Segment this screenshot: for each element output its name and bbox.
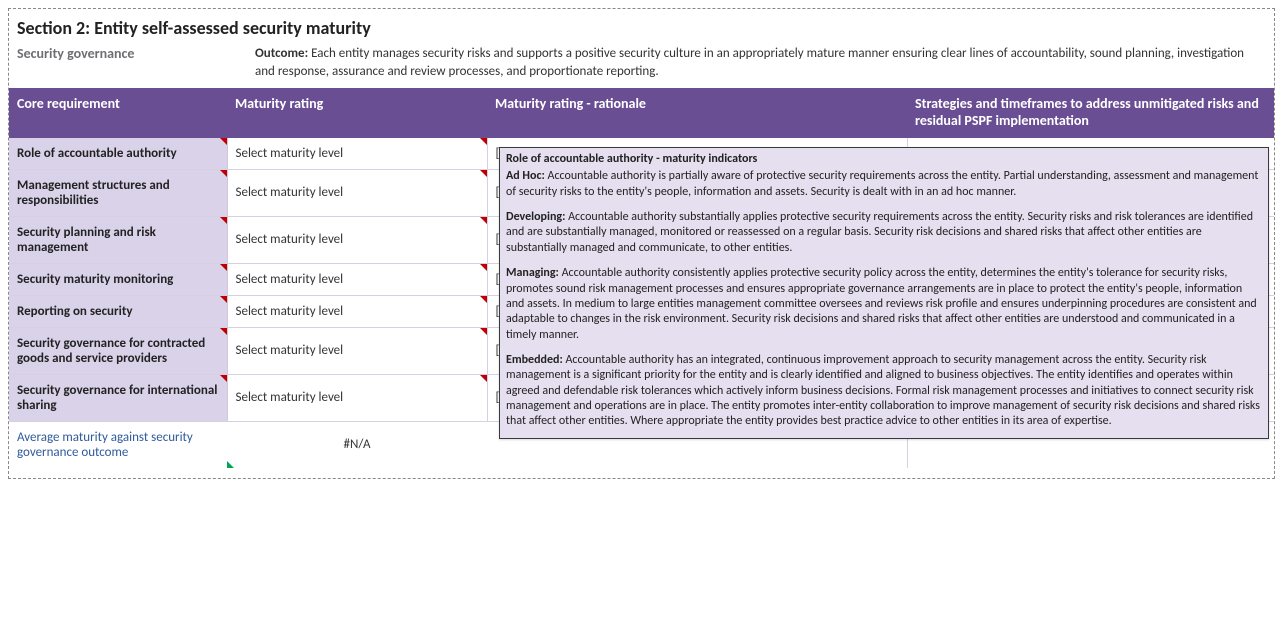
cell-note-indicator-icon[interactable] [480,170,487,177]
cell-note-indicator-icon[interactable] [480,328,487,335]
tooltip-developing: Developing: Accountable authority substa… [506,210,1262,256]
outcome-body: Each entity manages security risks and s… [255,46,1244,79]
cell-note-indicator-icon[interactable] [220,138,227,145]
cell-note-indicator-icon[interactable] [480,217,487,224]
header-rationale: Maturity rating - rationale [487,88,907,138]
outcome-lead: Outcome: [255,46,308,61]
header-strategies: Strategies and timeframes to address unm… [907,88,1274,138]
core-requirement-cell[interactable]: Security maturity monitoring [9,263,227,295]
tooltip-managing: Managing: Accountable authority consiste… [506,266,1262,343]
average-label-cell[interactable]: Average maturity against security govern… [9,421,227,468]
cell-note-indicator-icon[interactable] [220,264,227,271]
maturity-rating-cell[interactable]: Select maturity level [227,138,487,170]
maturity-rating-cell[interactable]: Select maturity level [227,374,487,421]
cell-note-indicator-icon[interactable] [220,296,227,303]
cell-note-indicator-icon[interactable] [220,328,227,335]
header-maturity-rating: Maturity rating [227,88,487,138]
cell-note-indicator-icon[interactable] [480,138,487,145]
maturity-rating-cell[interactable]: Select maturity level [227,327,487,374]
cell-note-popup: Role of accountable authority - maturity… [499,147,1269,439]
maturity-rating-cell[interactable]: Select maturity level [227,216,487,263]
average-value-cell[interactable]: #N/A [227,421,487,468]
outcome-text: Outcome: Each entity manages security ri… [255,45,1266,80]
core-requirement-cell[interactable]: Management structures and responsibiliti… [9,169,227,216]
core-requirement-cell[interactable]: Security governance for international sh… [9,374,227,421]
cell-note-indicator-icon[interactable] [220,375,227,382]
governance-label: Security governance [17,45,255,80]
cell-note-indicator-icon[interactable] [480,264,487,271]
table-header-row: Core requirement Maturity rating Maturit… [9,88,1274,138]
maturity-rating-cell[interactable]: Select maturity level [227,295,487,327]
core-requirement-cell[interactable]: Security governance for contracted goods… [9,327,227,374]
tooltip-embedded: Embedded: Accountable authority has an i… [506,353,1262,430]
core-requirement-cell[interactable]: Role of accountable authority [9,138,227,170]
tooltip-title: Role of accountable authority - maturity… [506,152,1262,167]
tooltip-adhoc: Ad Hoc: Accountable authority is partial… [506,169,1262,200]
worksheet-section: Section 2: Entity self-assessed security… [8,8,1275,479]
section-title: Section 2: Entity self-assessed security… [9,13,1274,45]
maturity-rating-cell[interactable]: Select maturity level [227,169,487,216]
cell-note-indicator-icon[interactable] [480,296,487,303]
core-requirement-cell[interactable]: Security planning and risk management [9,216,227,263]
cell-note-indicator-icon[interactable] [220,170,227,177]
error-indicator-icon[interactable] [227,461,234,468]
header-core-requirement: Core requirement [9,88,227,138]
cell-note-indicator-icon[interactable] [480,375,487,382]
core-requirement-cell[interactable]: Reporting on security [9,295,227,327]
maturity-rating-cell[interactable]: Select maturity level [227,263,487,295]
cell-note-indicator-icon[interactable] [220,217,227,224]
outcome-row: Security governance Outcome: Each entity… [9,45,1274,88]
